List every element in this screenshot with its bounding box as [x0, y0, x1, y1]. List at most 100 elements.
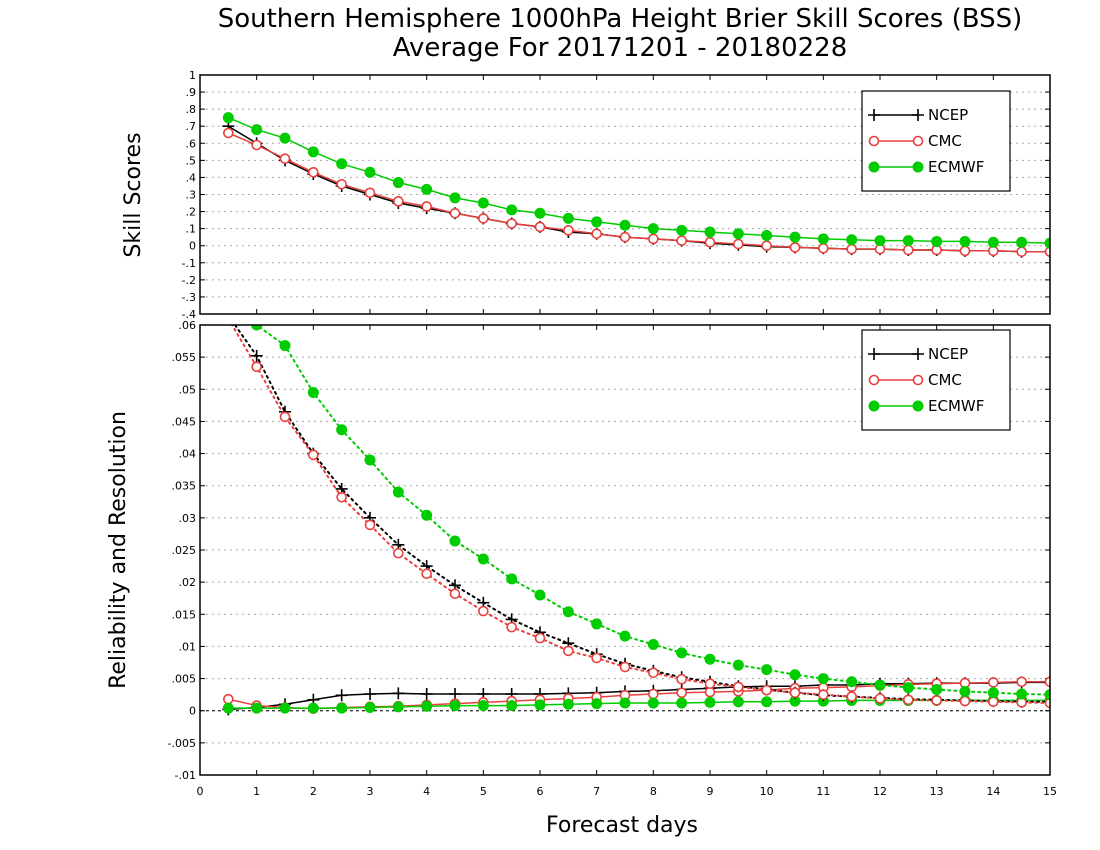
skill-score-panel: -.4 -.3 -.2 -.1 0 .1 .2 .3 .4 .5 .6 .7 .8 .9 1 Skill Sc… — [121, 69, 1051, 321]
data-point — [279, 702, 291, 714]
data-point — [761, 684, 772, 696]
x-tick-label: 3 — [367, 785, 374, 798]
data-point — [903, 694, 914, 706]
y-tick-label: .9 — [186, 86, 197, 99]
data-point — [987, 236, 999, 248]
data-point — [336, 702, 348, 714]
data-point — [846, 243, 857, 255]
data-point — [506, 700, 518, 712]
data-point — [336, 491, 347, 503]
y-tick-label: .2 — [186, 206, 197, 219]
data-point — [732, 696, 744, 708]
y-tick-label: 0 — [189, 705, 196, 718]
data-point — [364, 519, 376, 531]
data-point — [732, 659, 744, 671]
data-point — [619, 697, 631, 709]
data-point — [449, 588, 461, 600]
x-tick-label: 15 — [1043, 785, 1057, 798]
legend-label: NCEP — [928, 106, 968, 124]
y-tick-label: -.005 — [168, 737, 196, 750]
data-point — [307, 387, 319, 398]
y-tick-label: .06 — [179, 319, 197, 332]
data-point — [817, 233, 829, 245]
data-point — [251, 325, 263, 331]
data-point — [1044, 689, 1050, 701]
data-point — [959, 695, 971, 707]
data-point — [704, 226, 716, 238]
series-ncep-reliability — [222, 676, 1050, 716]
data-point — [1016, 676, 1027, 688]
x-tick-label: 14 — [986, 785, 1000, 798]
x-tick-label: 8 — [650, 785, 657, 798]
data-point — [761, 664, 773, 676]
legend-marker — [868, 400, 880, 412]
data-point — [1044, 246, 1050, 257]
data-point — [987, 687, 999, 699]
data-point — [506, 573, 518, 585]
data-point — [477, 700, 489, 712]
data-point — [789, 669, 801, 681]
top-plot-area — [222, 112, 1050, 258]
x-tick-label: 6 — [537, 785, 544, 798]
x-tick-label: 5 — [480, 785, 487, 798]
y-tick-label: -.3 — [182, 291, 196, 304]
data-point — [392, 701, 404, 713]
data-point — [393, 196, 404, 207]
data-point — [506, 621, 517, 633]
data-point — [789, 242, 801, 253]
data-point — [449, 535, 461, 547]
series-cmc-resolution — [230, 325, 1050, 709]
data-point — [648, 233, 659, 245]
data-point — [874, 679, 886, 691]
data-point — [676, 687, 687, 699]
legend-item-ncep: NCEP — [868, 345, 968, 363]
x-tick-label: 10 — [760, 785, 774, 798]
y-tick-label: .6 — [186, 137, 197, 150]
data-point — [251, 139, 262, 151]
legend-label: CMC — [928, 371, 962, 389]
bottom-x-axis: 0 1 2 3 4 5 6 7 8 9 10 11 12 13 14 15 — [197, 325, 1057, 798]
legend-item-cmc: CMC — [868, 371, 962, 389]
data-point — [222, 309, 234, 321]
legend-marker — [868, 374, 880, 386]
y-tick-label: .015 — [172, 608, 197, 621]
y-tick-label: .02 — [179, 576, 197, 589]
data-point — [733, 681, 744, 693]
data-point — [562, 698, 574, 710]
data-point — [648, 667, 659, 679]
data-point — [846, 691, 857, 702]
x-tick-label: 1 — [253, 785, 260, 798]
data-point — [959, 235, 971, 247]
data-point — [534, 207, 546, 219]
y-tick-label: .3 — [186, 189, 197, 202]
data-point — [364, 702, 376, 713]
data-point — [1044, 676, 1050, 688]
legend-label: NCEP — [928, 345, 968, 363]
y-tick-label: .4 — [186, 171, 197, 184]
series-ecmwf-resolution — [251, 325, 1050, 701]
legend-marker — [868, 109, 880, 121]
data-point — [704, 237, 716, 248]
legend-marker — [912, 135, 924, 147]
data-point — [647, 697, 659, 709]
chart-title: Southern Hemisphere 1000hPa Height Brier… — [218, 4, 1023, 34]
y-tick-label: 1 — [189, 69, 196, 82]
data-point — [591, 228, 602, 240]
data-point — [761, 229, 773, 241]
legend-marker — [868, 161, 880, 173]
data-point — [534, 699, 546, 711]
data-point — [818, 689, 829, 700]
data-point — [251, 361, 262, 373]
data-point — [392, 486, 404, 498]
y-tick-label: .7 — [186, 120, 197, 133]
data-point — [704, 653, 716, 665]
y-tick-label: .1 — [186, 223, 197, 236]
data-point — [335, 689, 348, 702]
y-tick-label: .025 — [172, 544, 197, 557]
y-tick-label: -.4 — [182, 308, 196, 321]
data-point — [279, 153, 291, 164]
data-point — [988, 677, 999, 688]
legend-marker — [912, 374, 924, 386]
data-point — [478, 605, 489, 617]
data-point — [704, 696, 716, 708]
